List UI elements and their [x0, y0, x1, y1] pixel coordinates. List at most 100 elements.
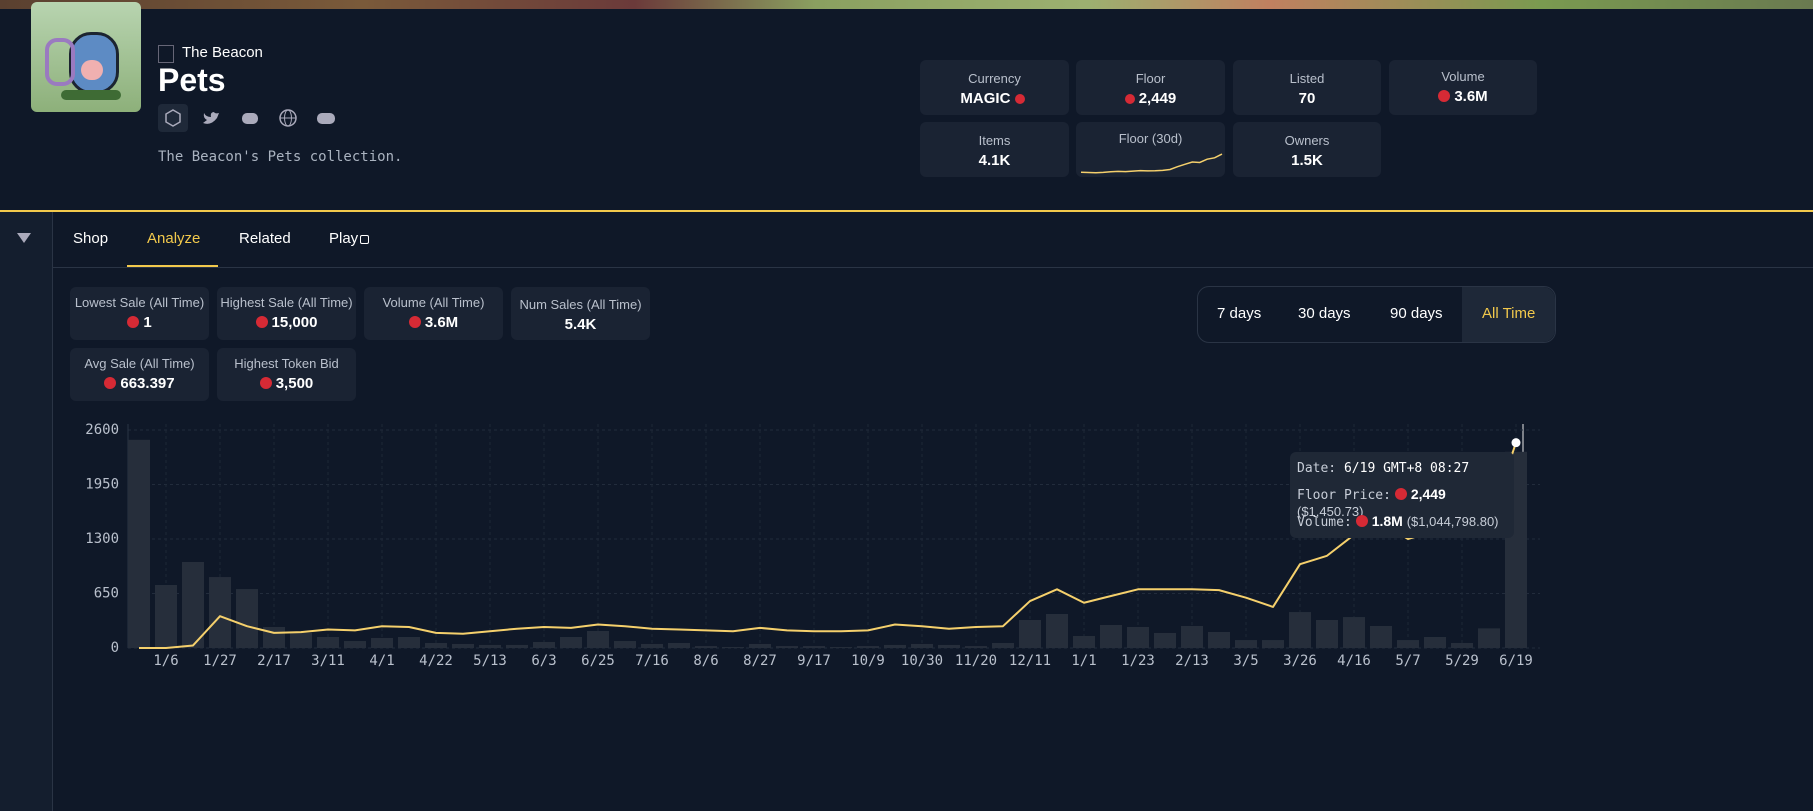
- x-tick-label: 1/23: [1121, 653, 1155, 669]
- collection-title: Pets: [158, 62, 226, 98]
- volume-bar: [749, 643, 771, 648]
- y-tick-label: 650: [94, 586, 119, 602]
- tooltip-usd: ($1,450.73): [1297, 504, 1364, 519]
- tooltip-value: 2,449: [1410, 486, 1446, 502]
- x-tick-label: 8/6: [693, 653, 718, 669]
- stat-value: 3.6M: [1454, 88, 1488, 105]
- x-tick-label: 9/17: [797, 653, 831, 669]
- discord-link[interactable]: [235, 104, 265, 132]
- volume-bar: [1127, 626, 1149, 648]
- stat-card: Volume 3.6M: [1389, 60, 1537, 115]
- stat-value: 1.5K: [1291, 152, 1323, 169]
- tab[interactable]: Play: [329, 230, 359, 247]
- volume-bar: [1451, 642, 1473, 648]
- x-tick-label: 5/29: [1445, 653, 1479, 669]
- website-link[interactable]: [273, 104, 303, 132]
- volume-bar: [722, 647, 744, 648]
- volume-bar: [1424, 636, 1446, 648]
- x-tick-label: 4/22: [419, 653, 453, 669]
- stat-label: Floor: [1135, 71, 1166, 86]
- x-tick-label: 8/27: [743, 653, 777, 669]
- broken-image: [158, 45, 174, 63]
- x-tick-label: 5/13: [473, 653, 507, 669]
- volume-bar: [695, 646, 717, 648]
- summary-value: 1: [143, 314, 152, 331]
- summary-value: 663.397: [120, 375, 175, 392]
- volume-bar: [1235, 640, 1257, 648]
- summary-value: 3,500: [275, 375, 314, 392]
- volume-bar: [479, 644, 501, 648]
- stat-card: Floor 2,449: [1076, 60, 1225, 115]
- x-tick-label: 10/30: [901, 653, 943, 669]
- range-active-bg: [1462, 287, 1555, 342]
- summary-card: Highest Sale (All Time) 15,000: [217, 287, 356, 340]
- x-tick-label: 3/5: [1233, 653, 1258, 669]
- stat-value: 70: [1298, 90, 1316, 107]
- volume-bar: [587, 630, 609, 648]
- tab[interactable]: Shop: [73, 230, 109, 247]
- stat-label: Owners: [1284, 133, 1330, 148]
- volume-bar: [668, 642, 690, 648]
- volume-bar: [1073, 636, 1095, 648]
- volume-bar: [884, 644, 906, 648]
- x-tick-label: 3/26: [1283, 653, 1317, 669]
- volume-bar: [776, 646, 798, 648]
- y-tick-label: 1300: [85, 531, 119, 547]
- tooltip-value: 1.8M: [1371, 513, 1403, 529]
- tooltip-label: Date:: [1297, 461, 1337, 476]
- volume-bar: [425, 642, 447, 648]
- x-tick-label: 6/19: [1499, 653, 1533, 669]
- game-link[interactable]: [311, 104, 341, 132]
- x-tick-label: 11/20: [955, 653, 997, 669]
- range-button[interactable]: 90 days: [1390, 305, 1443, 322]
- tooltip-date: 6/19 GMT+8 08:27: [1343, 461, 1470, 476]
- summary-card: Volume (All Time) 3.6M: [364, 287, 503, 340]
- volume-bar: [911, 643, 933, 648]
- tab[interactable]: Related: [239, 230, 291, 247]
- summary-label: Num Sales (All Time): [519, 297, 642, 312]
- twitter-link[interactable]: [197, 104, 227, 132]
- volume-bar: [236, 589, 258, 648]
- icon-button[interactable]: [158, 104, 188, 132]
- volume-bar: [1316, 619, 1338, 648]
- y-tick-label: 0: [111, 640, 119, 656]
- x-tick-label: 2/13: [1175, 653, 1209, 669]
- summary-value: 15,000: [271, 314, 318, 331]
- summary-value: 3.6M: [424, 314, 459, 331]
- volume-bar: [1343, 617, 1365, 648]
- volume-bar: [1046, 613, 1068, 648]
- volume-bar: [398, 636, 420, 648]
- x-tick-label: 1/1: [1071, 653, 1096, 669]
- stat-card: Items 4.1K: [920, 122, 1069, 177]
- avatar: [31, 2, 141, 112]
- volume-bar: [1370, 625, 1392, 648]
- description: The Beacon's Pets collection.: [158, 149, 403, 165]
- volume-bar: [317, 636, 339, 648]
- y-tick-label: 1950: [85, 477, 119, 493]
- range-button-active[interactable]: All Time: [1482, 305, 1536, 322]
- stat-value: 4.1K: [978, 152, 1011, 169]
- volume-bar: [803, 646, 825, 648]
- x-tick-label: 6/25: [581, 653, 615, 669]
- banner: [0, 0, 1813, 9]
- sparkline: [1080, 153, 1223, 174]
- range-button[interactable]: 30 days: [1298, 305, 1351, 322]
- volume-bar: [1019, 619, 1041, 648]
- sparkline-title: Floor (30d): [1118, 131, 1183, 146]
- filter-button[interactable]: [17, 233, 31, 243]
- volume-bar: [1208, 631, 1230, 648]
- volume-bar: [938, 644, 960, 648]
- x-tick-label: 5/7: [1395, 653, 1420, 669]
- volume-bar: [965, 646, 987, 648]
- stat-card: Currency MAGIC: [920, 60, 1069, 115]
- x-tick-label: 12/11: [1009, 653, 1051, 669]
- sparkline-card: Floor (30d): [1076, 122, 1225, 177]
- range-button[interactable]: 7 days: [1217, 305, 1262, 322]
- x-tick-label: 7/16: [635, 653, 669, 669]
- tab-active[interactable]: Analyze: [147, 230, 201, 247]
- summary-card: Lowest Sale (All Time) 1: [70, 287, 209, 340]
- volume-bar: [1154, 632, 1176, 648]
- tab-bar-border: [53, 267, 1813, 268]
- volume-bar: [1262, 640, 1284, 648]
